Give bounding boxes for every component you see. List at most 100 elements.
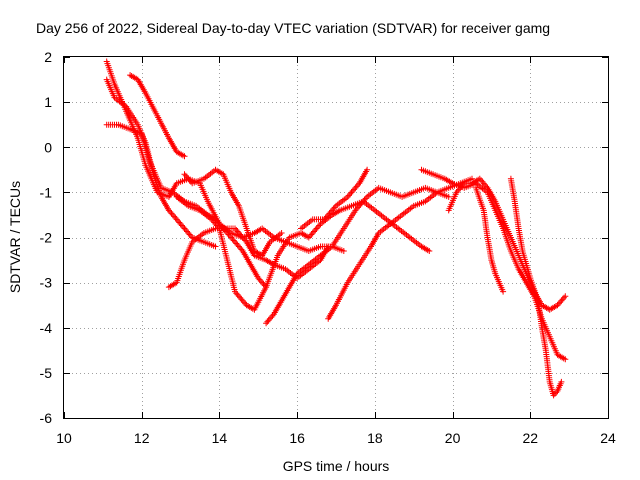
x-tick-label: 24 xyxy=(600,430,616,446)
data-points xyxy=(103,58,569,399)
series-track-m xyxy=(472,184,507,295)
data-point-run xyxy=(263,254,280,291)
y-tick-label: 1 xyxy=(44,94,52,110)
data-point-run xyxy=(263,312,276,327)
data-point-run xyxy=(480,207,491,239)
x-tick-label: 22 xyxy=(522,430,538,446)
data-point-run xyxy=(274,236,292,259)
data-point-run xyxy=(364,186,381,200)
data-point-run xyxy=(173,193,190,208)
data-point-run xyxy=(418,243,433,254)
data-point-run xyxy=(507,175,518,203)
data-point-run xyxy=(173,148,188,160)
data-point-run xyxy=(305,258,322,273)
data-point-run xyxy=(550,389,560,399)
plot-frame xyxy=(63,56,609,419)
data-point-run xyxy=(527,275,541,302)
data-point-run xyxy=(492,198,506,221)
data-point-run xyxy=(515,225,526,252)
data-point-run xyxy=(286,230,303,241)
y-tick-label: -1 xyxy=(40,184,53,200)
grid xyxy=(64,57,608,418)
series-track-f xyxy=(173,193,433,313)
data-point-run xyxy=(158,184,174,195)
series-track-b xyxy=(103,76,219,250)
data-point-run xyxy=(538,324,549,352)
data-point-run xyxy=(251,286,269,313)
y-tick-label: 2 xyxy=(44,49,52,65)
data-point-run xyxy=(181,241,195,264)
data-point-run xyxy=(216,225,230,261)
data-point-run xyxy=(453,181,466,196)
data-point-run xyxy=(356,245,373,268)
data-point-run xyxy=(554,293,569,309)
data-point-run xyxy=(173,216,187,230)
data-point-run xyxy=(305,253,322,268)
data-point-run xyxy=(488,257,498,275)
data-point-run xyxy=(212,166,225,177)
data-point-run xyxy=(511,198,522,230)
data-point-run xyxy=(352,195,369,214)
data-point-run xyxy=(507,234,521,257)
data-point-run xyxy=(165,135,179,154)
data-point-run xyxy=(232,288,249,307)
x-tick-label: 20 xyxy=(445,430,461,446)
data-point-run xyxy=(441,175,454,186)
y-tick-label: 0 xyxy=(44,139,52,155)
data-point-run xyxy=(383,216,400,231)
data-point-run xyxy=(220,225,233,239)
data-point-run xyxy=(181,225,194,239)
data-point-run xyxy=(410,185,427,196)
data-point-run xyxy=(189,231,206,245)
data-point-run xyxy=(228,189,241,208)
data-point-run xyxy=(554,351,569,363)
data-point-run xyxy=(325,303,338,322)
data-point-run xyxy=(259,240,272,259)
data-point-run xyxy=(399,190,415,200)
data-point-run xyxy=(247,261,261,280)
data-point-run xyxy=(286,272,300,291)
data-point-run xyxy=(228,234,245,253)
data-point-run xyxy=(507,248,521,271)
data-point-run xyxy=(333,281,350,309)
x-tick-label: 10 xyxy=(56,430,72,446)
data-point-run xyxy=(371,207,388,222)
data-point-run xyxy=(535,297,545,329)
data-point-run xyxy=(305,244,322,254)
series-track-i xyxy=(325,175,475,322)
data-point-run xyxy=(251,252,268,263)
data-point-run xyxy=(340,209,358,232)
data-point-run xyxy=(243,302,256,312)
data-point-run xyxy=(298,217,314,232)
series-track-d xyxy=(127,72,188,160)
data-point-run xyxy=(492,207,506,230)
data-point-run xyxy=(127,72,140,82)
data-point-run xyxy=(208,216,222,230)
data-point-run xyxy=(317,244,334,259)
x-tick-label: 16 xyxy=(289,430,305,446)
data-point-run xyxy=(154,112,171,140)
data-point-run xyxy=(173,259,187,286)
data-point-run xyxy=(375,184,392,195)
data-point-run xyxy=(344,263,362,286)
data-point-run xyxy=(200,226,217,236)
data-point-run xyxy=(321,204,338,223)
data-point-run xyxy=(399,204,415,218)
data-point-run xyxy=(239,248,253,266)
data-point-run xyxy=(538,315,552,338)
data-point-run xyxy=(500,225,514,252)
data-point-run xyxy=(422,190,439,205)
data-point-run xyxy=(270,299,284,318)
data-point-run xyxy=(200,168,217,182)
data-point-run xyxy=(189,176,205,187)
data-point-run xyxy=(515,266,529,284)
series-track-g xyxy=(181,166,285,259)
data-point-run xyxy=(200,239,219,250)
data-point-run xyxy=(472,184,486,212)
data-point-run xyxy=(395,225,412,240)
series-track-j xyxy=(298,166,371,232)
data-point-run xyxy=(134,76,148,95)
data-point-run xyxy=(344,181,361,200)
